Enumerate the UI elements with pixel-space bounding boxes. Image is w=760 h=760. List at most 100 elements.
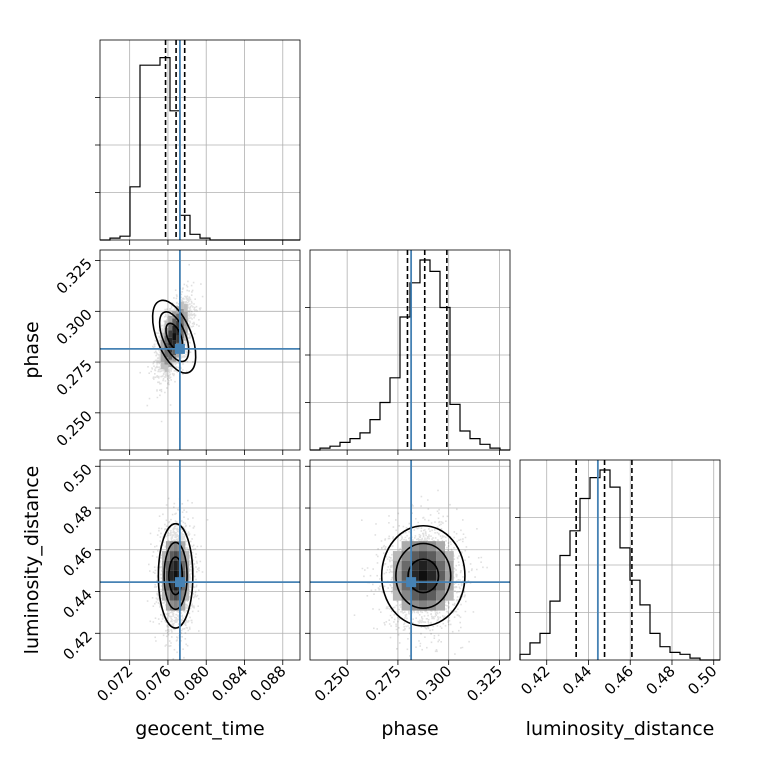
density-cell [165,570,170,581]
density-cell [427,580,437,591]
density-cell [185,551,190,561]
density-cell [436,590,445,601]
density-cell [445,590,454,601]
density-cell [172,325,177,334]
density-cell [168,337,173,346]
contour-level-3 [151,299,197,374]
histogram-panel-luminosity-distance: 0.42 0.44 0.46 0.48 0.50 [515,459,721,698]
density-cell [173,590,178,601]
density-cell [401,570,411,581]
density-cell [165,551,170,561]
density-cell [181,570,186,581]
density-cell [401,541,411,552]
density-cell [172,333,177,341]
y-tick-label-phase-3: 0.325 [53,255,96,298]
y-tick-label-luminosity-distance-1: 0.44 [59,586,95,622]
density-cell [169,600,174,611]
density-cell [176,328,180,336]
density-cell [418,570,428,581]
x-axis-label-phase: phase [381,718,438,740]
contour-level-1 [407,558,440,594]
x-tick-label-luminosity-distance-0: 0.42 [517,662,553,698]
density-cell [176,335,180,343]
y-tick-label-luminosity-distance-4: 0.50 [59,460,95,496]
density-cell [427,551,437,561]
panel-content [100,250,300,450]
density-cell [436,551,445,561]
panel-content [100,460,300,660]
truth-marker [406,577,417,588]
y-tick-label-phase-1: 0.275 [53,356,96,399]
truth-marker [174,343,185,354]
y-tick-label-luminosity-distance-2: 0.46 [59,544,95,580]
panel-frame [519,459,721,661]
density-cell [165,590,170,601]
panel-frame [309,249,511,451]
density-cell [436,541,445,552]
density-cell [165,560,170,571]
density-cell [176,350,180,358]
density-cell [445,570,454,581]
density-cell [176,313,180,321]
density-cell [181,541,186,552]
panel-content [310,460,510,660]
density-cell [185,590,190,601]
density-cell [181,590,186,601]
density-cell [427,570,437,581]
density-cell [172,355,177,363]
x-axis-label-luminosity-distance: luminosity_distance [526,718,715,740]
x-tick-label-luminosity-distance-3: 0.48 [642,662,678,698]
density-cell [179,301,184,309]
x-tick-label-luminosity-distance-2: 0.46 [601,662,637,698]
histogram-panel-geocent-time [95,39,301,245]
density-cell [165,541,170,552]
density-cell [392,551,402,561]
density-cell [173,541,178,552]
panels-layer: 0.42 0.44 0.46 0.48 0.500.2500.2750.3000.325… [53,39,721,705]
histogram-step-phase [310,259,510,451]
histogram-panel-phase [305,249,511,455]
density-cell [418,551,428,561]
density-cell [427,590,437,601]
density-cell [168,315,173,324]
density-cell [164,320,169,328]
density-cell [165,580,170,591]
density-cell [179,330,184,339]
y-tick-label-phase-0: 0.250 [53,407,96,450]
density-cell [183,311,188,319]
density-cell [183,326,188,334]
density-cell [173,560,178,571]
density-cell [410,541,419,552]
density-cell [168,330,173,338]
density-cell [427,600,437,611]
panel-frame [99,459,301,661]
x-axis-label-geocent-time: geocent_time [135,718,264,740]
density-cell [392,590,402,601]
contour-level-3 [380,524,466,627]
x-tick-label-phase-1: 0.275 [362,662,405,705]
density-cell [436,570,445,581]
density-cell [169,570,174,581]
density-cell [181,600,186,611]
density-cell [401,600,411,611]
x-tick-label-geocent-time-1: 0.076 [132,662,175,705]
x-tick-label-luminosity-distance-1: 0.44 [559,662,595,698]
y-tick-label-phase-2: 0.300 [53,305,96,348]
density-cell [168,352,173,360]
density-cell [172,318,177,326]
density-cell [410,600,419,611]
density-cell [401,551,411,561]
density-cell [160,340,165,348]
density-cell [172,311,177,319]
density-cell [169,560,174,571]
density-cell [162,590,166,601]
x-tick-label-phase-0: 0.250 [311,662,354,705]
density-cell [445,551,454,561]
density-cell [169,580,174,591]
density-cell [401,580,411,591]
density-cell [418,580,428,591]
density-cell [401,590,411,601]
density-cell [173,600,178,611]
density-cell [418,560,428,571]
